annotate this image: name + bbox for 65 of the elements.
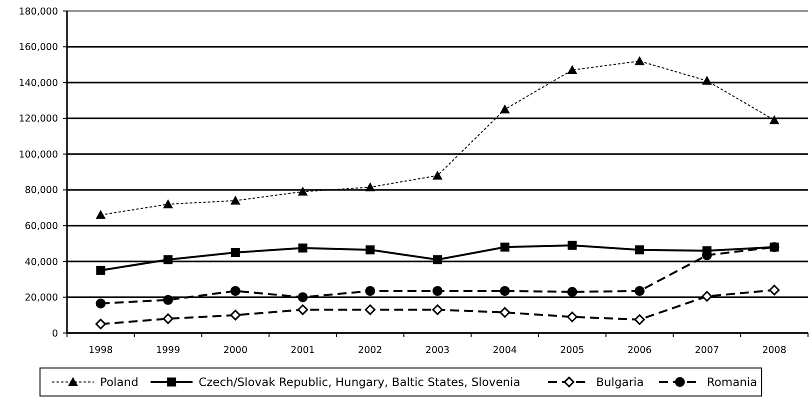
point bbox=[566, 312, 578, 322]
point bbox=[500, 307, 510, 318]
point bbox=[634, 314, 645, 325]
legend-label: Poland bbox=[100, 375, 138, 390]
x-tick-label: 1998 bbox=[88, 345, 113, 356]
x-tick-label: 2002 bbox=[358, 345, 382, 356]
point bbox=[298, 244, 308, 253]
point bbox=[96, 266, 106, 275]
y-tick-label: 20,000 bbox=[24, 292, 58, 304]
y-tick-label: 0 bbox=[52, 328, 58, 340]
y-tick-label: 80,000 bbox=[24, 185, 58, 196]
point bbox=[163, 294, 174, 305]
point bbox=[769, 115, 780, 124]
point bbox=[365, 286, 376, 296]
x-tick-label: 2001 bbox=[290, 345, 315, 356]
y-tick-label: 100,000 bbox=[18, 149, 58, 160]
legend-label: Romania bbox=[706, 375, 758, 390]
legend-label: Czech/Slovak Republic, Hungary, Baltic States, Slovenia bbox=[198, 375, 520, 390]
x-tick-label: 2008 bbox=[762, 345, 786, 356]
point bbox=[635, 245, 644, 254]
point bbox=[364, 304, 376, 316]
point bbox=[366, 245, 375, 254]
point bbox=[230, 248, 240, 257]
point bbox=[297, 304, 308, 316]
point bbox=[298, 186, 308, 196]
point bbox=[634, 286, 645, 296]
x-tick-label: 2005 bbox=[560, 345, 584, 356]
point bbox=[500, 286, 510, 296]
point bbox=[702, 76, 712, 85]
y-tick-label: 40,000 bbox=[24, 256, 58, 268]
point bbox=[432, 170, 442, 180]
point bbox=[634, 56, 645, 66]
y-tick-label: 160,000 bbox=[18, 42, 58, 54]
point bbox=[567, 286, 578, 297]
x-tick-label: 2007 bbox=[694, 345, 720, 356]
x-tick-label: 1999 bbox=[156, 345, 180, 356]
point bbox=[164, 255, 173, 264]
point bbox=[365, 182, 376, 192]
point bbox=[230, 286, 240, 296]
legend-label: Bulgaria bbox=[596, 375, 644, 390]
point bbox=[163, 199, 174, 208]
point bbox=[96, 298, 106, 308]
point bbox=[567, 65, 578, 74]
y-tick-label: 60,000 bbox=[24, 220, 58, 232]
point bbox=[500, 104, 510, 114]
y-tick-label: 180,000 bbox=[18, 6, 58, 18]
x-tick-label: 2004 bbox=[492, 345, 517, 356]
y-tick-label: 120,000 bbox=[18, 114, 58, 125]
x-tick-label: 2000 bbox=[223, 345, 248, 356]
point bbox=[162, 313, 174, 324]
point bbox=[433, 255, 442, 264]
point bbox=[230, 196, 240, 205]
point bbox=[298, 292, 308, 302]
y-tick-label: 140,000 bbox=[18, 78, 58, 89]
x-tick-label: 2003 bbox=[425, 345, 450, 356]
point bbox=[500, 242, 510, 252]
point bbox=[95, 318, 106, 330]
point bbox=[432, 286, 442, 296]
point bbox=[432, 304, 443, 316]
point bbox=[230, 310, 241, 320]
point bbox=[702, 291, 712, 302]
point bbox=[769, 284, 780, 296]
x-tick-label: 2006 bbox=[627, 345, 652, 356]
point bbox=[96, 210, 106, 219]
point bbox=[568, 240, 577, 250]
